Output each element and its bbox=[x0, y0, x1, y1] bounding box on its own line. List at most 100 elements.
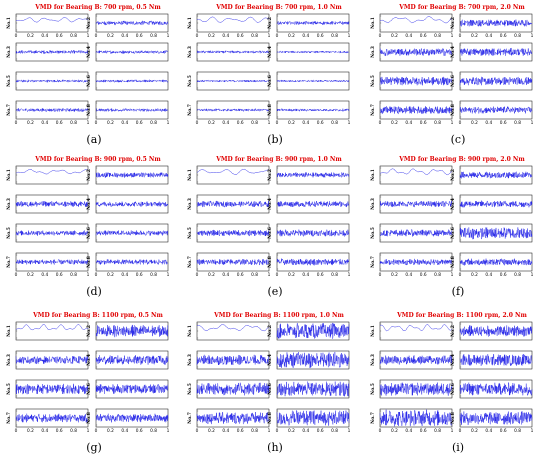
imf-signal-line bbox=[15, 169, 89, 175]
x-tick-label: 1 bbox=[87, 33, 90, 39]
imf-signal-line bbox=[459, 171, 533, 179]
x-tick-label: 0.8 bbox=[251, 428, 258, 434]
imf-subplot: No.20 0.2 0.4 0.6 0.8 1 bbox=[86, 13, 170, 39]
imf-label: No.8 bbox=[86, 104, 92, 116]
x-tick-label: 1 bbox=[531, 428, 534, 434]
imf-label: No.7 bbox=[6, 256, 12, 268]
x-tick-label: 0.8 bbox=[331, 428, 338, 434]
imf-signal-line bbox=[276, 410, 350, 427]
axes-frame bbox=[276, 194, 350, 214]
x-tick-label: 0 bbox=[459, 428, 462, 434]
imf-subplot: No.4 bbox=[86, 350, 169, 370]
axes-frame bbox=[95, 165, 169, 185]
imf-signal-line bbox=[379, 258, 453, 266]
imf-signal-line bbox=[459, 76, 533, 86]
imf-label: No.7 bbox=[6, 412, 12, 424]
x-tick-label: 0.2 bbox=[471, 428, 478, 434]
imf-label: No.1 bbox=[6, 325, 12, 337]
imf-signal-line bbox=[276, 351, 350, 369]
x-tick-label: 0.4 bbox=[405, 33, 412, 39]
imf-subplot: No.80 0.2 0.4 0.6 0.8 1 bbox=[450, 100, 534, 126]
imf-label: No.6 bbox=[450, 75, 456, 87]
x-tick-label: 1 bbox=[531, 120, 534, 126]
x-tick-label: 0.8 bbox=[434, 272, 441, 278]
panel-title: VMD for Bearing B: 900 rpm, 1.0 Nm bbox=[215, 156, 342, 163]
x-tick-label: 0.4 bbox=[121, 120, 128, 126]
imf-signal-line bbox=[196, 411, 270, 425]
imf-signal-line bbox=[196, 382, 270, 396]
imf-label: No.7 bbox=[187, 104, 193, 116]
x-tick-label: 0.8 bbox=[514, 33, 521, 39]
axes-frame bbox=[15, 13, 89, 33]
imf-label: No.4 bbox=[86, 198, 92, 210]
axes-frame bbox=[196, 408, 270, 428]
imf-signal-line bbox=[196, 79, 270, 83]
x-tick-label: 0.8 bbox=[70, 428, 77, 434]
imf-label: No.2 bbox=[450, 325, 456, 337]
x-tick-label: 0.2 bbox=[107, 120, 114, 126]
axes-frame bbox=[196, 165, 270, 185]
x-tick-label: 0.6 bbox=[420, 272, 427, 278]
imf-label: No.5 bbox=[370, 75, 376, 87]
x-tick-label: 0.8 bbox=[434, 428, 441, 434]
imf-label: No.5 bbox=[187, 383, 193, 395]
panel-caption: (d) bbox=[86, 285, 102, 298]
imf-label: No.8 bbox=[86, 256, 92, 268]
imf-signal-line bbox=[196, 354, 270, 366]
x-tick-label: 0.6 bbox=[237, 272, 244, 278]
x-tick-label: 0.2 bbox=[208, 120, 215, 126]
imf-signal-line bbox=[95, 383, 169, 395]
imf-signal-line bbox=[459, 200, 533, 208]
imf-label: No.6 bbox=[450, 227, 456, 239]
imf-label: No.1 bbox=[370, 325, 376, 337]
imf-subplot: No.6 bbox=[86, 223, 169, 243]
x-tick-label: 0 bbox=[196, 428, 199, 434]
vmd-panel: VMD for Bearing B: 700 rpm, 2.0 Nm (c) No.… bbox=[370, 4, 534, 146]
imf-signal-line bbox=[379, 382, 453, 397]
imf-subplot: No.6 bbox=[450, 379, 533, 399]
x-tick-label: 0.6 bbox=[317, 33, 324, 39]
imf-subplot: No.20 0.2 0.4 0.6 0.8 1 bbox=[267, 13, 351, 39]
x-tick-label: 1 bbox=[348, 33, 351, 39]
imf-signal-line bbox=[379, 16, 453, 24]
imf-signal-line bbox=[379, 354, 453, 365]
imf-subplot: No.4 bbox=[267, 350, 350, 370]
x-tick-label: 1 bbox=[451, 33, 454, 39]
imf-label: No.7 bbox=[370, 104, 376, 116]
axes-frame bbox=[95, 252, 169, 272]
imf-subplot: No.6 bbox=[267, 71, 350, 91]
imf-subplot: No.2 bbox=[267, 321, 350, 341]
imf-subplot: No.5 bbox=[370, 223, 453, 243]
imf-signal-line bbox=[459, 411, 533, 426]
x-tick-label: 0.4 bbox=[302, 272, 309, 278]
imf-subplot: No.6 bbox=[450, 71, 533, 91]
x-tick-label: 0.8 bbox=[514, 120, 521, 126]
imf-label: No.5 bbox=[370, 227, 376, 239]
imf-subplot: No.80 0.2 0.4 0.6 0.8 1 bbox=[450, 252, 534, 278]
imf-signal-line bbox=[459, 258, 533, 266]
x-tick-label: 0.2 bbox=[471, 120, 478, 126]
x-tick-label: 0 bbox=[459, 272, 462, 278]
imf-subplot: No.80 0.2 0.4 0.6 0.8 1 bbox=[86, 252, 170, 278]
x-tick-label: 1 bbox=[268, 272, 271, 278]
axes-frame bbox=[379, 13, 453, 33]
x-tick-label: 0.8 bbox=[150, 272, 157, 278]
imf-subplot: No.70 0.2 0.4 0.6 0.8 1 bbox=[6, 252, 90, 278]
x-tick-label: 1 bbox=[87, 120, 90, 126]
imf-signal-line bbox=[15, 258, 89, 265]
imf-label: No.3 bbox=[187, 46, 193, 58]
imf-subplot: No.3 bbox=[370, 350, 453, 370]
imf-label: No.8 bbox=[450, 104, 456, 116]
imf-signal-line bbox=[95, 324, 169, 338]
imf-signal-line bbox=[379, 76, 453, 86]
imf-subplot: No.6 bbox=[267, 379, 350, 399]
imf-signal-line bbox=[276, 322, 350, 339]
imf-label: No.3 bbox=[6, 198, 12, 210]
imf-label: No.4 bbox=[86, 354, 92, 366]
x-tick-label: 0 bbox=[95, 428, 98, 434]
axes-frame bbox=[459, 350, 533, 370]
imf-label: No.1 bbox=[187, 169, 193, 181]
imf-label: No.2 bbox=[450, 169, 456, 181]
imf-signal-line bbox=[379, 47, 453, 57]
imf-subplot: No.1 bbox=[370, 321, 453, 341]
